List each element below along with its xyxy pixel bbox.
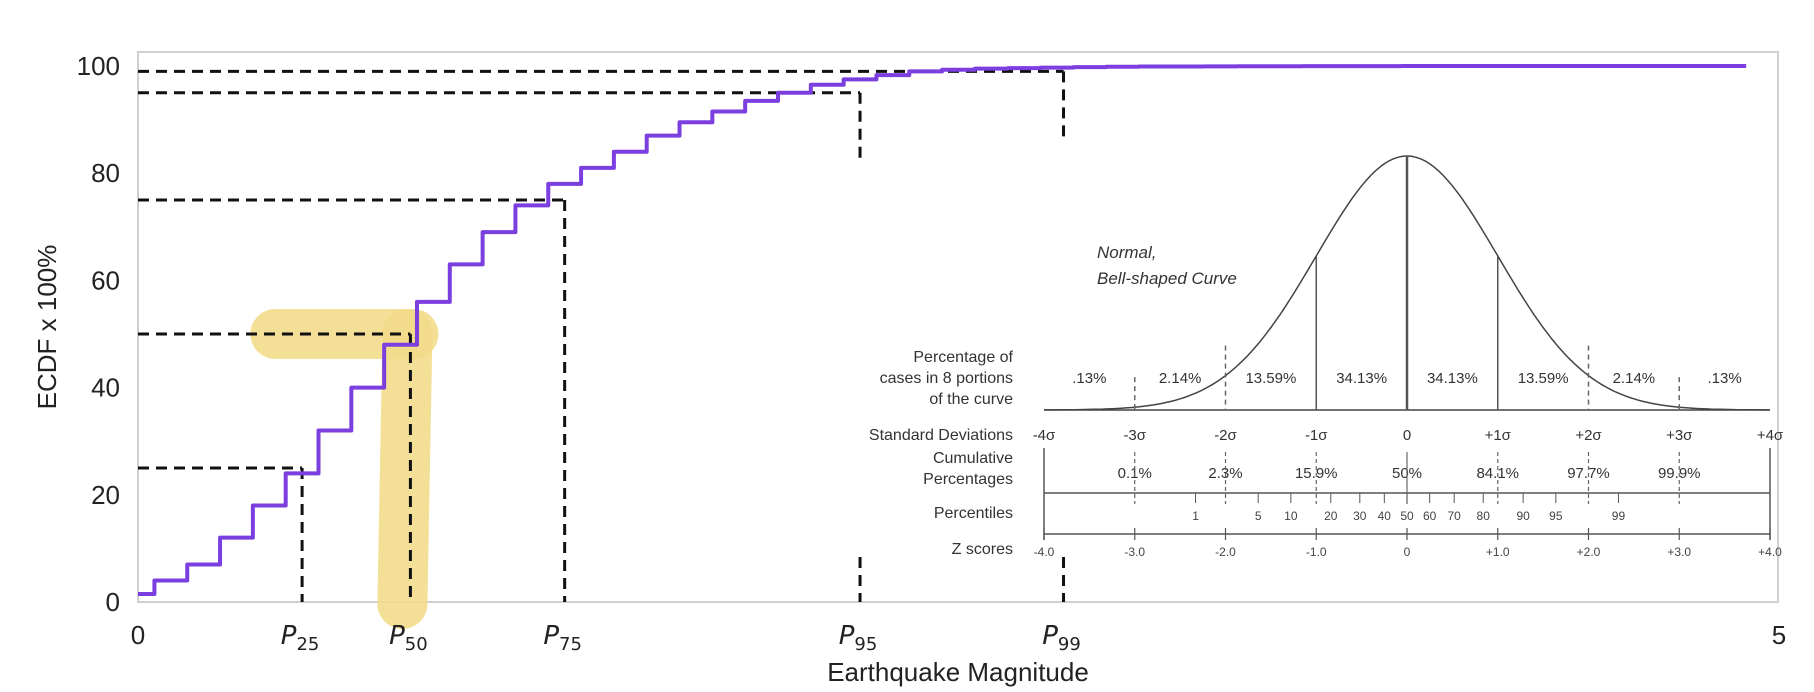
portion-label-7: .13% [1708, 370, 1742, 387]
percentile-subscript: 50 [405, 634, 428, 655]
plot-frame [137, 51, 1779, 603]
y-tick-40: 40 [91, 373, 120, 403]
sd-label-3: -1σ [1305, 427, 1328, 444]
percentile-label-p25: P25 [281, 621, 320, 655]
portion-label-0: .13% [1072, 370, 1106, 387]
percentile-tick-label-8: 70 [1448, 509, 1462, 523]
sd-label-0: -4σ [1033, 427, 1056, 444]
row-label-percentage-1: Percentage of [913, 349, 1013, 366]
percentile-tick-label-10: 90 [1516, 509, 1530, 523]
ecdf-line [138, 64, 1747, 596]
percentile-tick-label-6: 50 [1400, 509, 1414, 523]
zscore-label-1: -3.0 [1124, 545, 1145, 559]
portion-label-4: 34.13% [1427, 370, 1478, 387]
percentile-tick-label-11: 95 [1549, 509, 1563, 523]
portion-label-1: 2.14% [1159, 370, 1202, 387]
y-tick-20: 20 [91, 480, 120, 510]
portion-label-3: 34.13% [1336, 370, 1387, 387]
y-tick-60: 60 [91, 265, 120, 295]
row-label-percentage-3: of the curve [929, 391, 1013, 408]
percentile-tick-label-4: 30 [1353, 509, 1367, 523]
zscore-label-0: -4.0 [1034, 545, 1055, 559]
sd-label-7: +3σ [1666, 427, 1693, 444]
zscore-label-6: +2.0 [1577, 545, 1601, 559]
inset-title-line1: Normal, [1097, 243, 1157, 262]
sd-label-4: 0 [1403, 427, 1411, 444]
percentile-label-p75: P75 [543, 621, 582, 655]
inset-title-line2: Bell-shaped Curve [1097, 269, 1237, 288]
zscore-label-5: +1.0 [1486, 545, 1510, 559]
highlight-bar-vertical [377, 309, 433, 629]
y-tick-80: 80 [91, 158, 120, 188]
y-tick-100: 100 [77, 51, 120, 81]
percentile-tick-label-1: 5 [1255, 509, 1262, 523]
row-label-cumulative-1: Cumulative [933, 450, 1013, 467]
zscore-label-3: -1.0 [1306, 545, 1327, 559]
zscore-label-2: -2.0 [1215, 545, 1236, 559]
y-tick-0: 0 [106, 587, 120, 617]
zscore-label-7: +3.0 [1667, 545, 1691, 559]
sd-label-5: +1σ [1485, 427, 1512, 444]
sd-label-2: -2σ [1214, 427, 1237, 444]
percentile-labels: P25 P50 P75 P95 P99 [281, 621, 1081, 655]
row-label-percentiles: Percentiles [934, 505, 1013, 522]
percentile-subscript: 75 [559, 634, 582, 655]
row-label-cumulative-2: Percentages [923, 471, 1013, 488]
percentile-tick-label-5: 40 [1378, 509, 1392, 523]
percentile-subscript: 25 [296, 634, 319, 655]
y-axis-ticks: 0 20 40 60 80 100 [77, 51, 120, 617]
zscore-label-8: +4.0 [1758, 545, 1782, 559]
percentile-tick-label-7: 60 [1423, 509, 1437, 523]
row-label-zscores: Z scores [952, 541, 1013, 558]
zscore-label-4: 0 [1404, 545, 1411, 559]
sd-label-6: +2σ [1575, 427, 1602, 444]
x-tick-0: 0 [131, 620, 145, 650]
percentile-tick-label-12: 99 [1612, 509, 1626, 523]
median-highlight [250, 309, 439, 629]
percentile-subscript: 95 [854, 634, 877, 655]
percentile-tick-label-3: 20 [1324, 509, 1338, 523]
percentile-label-p99: P99 [1042, 621, 1081, 655]
portion-label-2: 13.59% [1245, 370, 1296, 387]
row-label-std: Standard Deviations [869, 427, 1013, 444]
sd-label-1: -3σ [1123, 427, 1146, 444]
x-tick-5: 5 [1772, 620, 1786, 650]
portion-label-5: 13.59% [1518, 370, 1569, 387]
x-axis-label: Earthquake Magnitude [827, 657, 1089, 687]
percentile-label-p95: P95 [839, 621, 878, 655]
percentile-tick-label-9: 80 [1477, 509, 1491, 523]
y-axis-label: ECDF x 100% [32, 245, 62, 410]
inset-curve-and-scales: .13% 2.14% 13.59% 34.13% 34.13% 13.59% 2.14% .1… [1033, 155, 1784, 559]
normal-curve-inset: Normal, Bell-shaped Curve Percentage of … [869, 155, 1784, 559]
row-label-percentage-2: cases in 8 portions [880, 370, 1013, 387]
percentile-tick-label-2: 10 [1284, 509, 1298, 523]
percentile-subscript: 99 [1058, 634, 1081, 655]
percentile-guides [138, 69, 1066, 602]
percentile-tick-label-0: 1 [1192, 509, 1199, 523]
portion-label-6: 2.14% [1613, 370, 1656, 387]
sd-label-8: +4σ [1757, 427, 1784, 444]
